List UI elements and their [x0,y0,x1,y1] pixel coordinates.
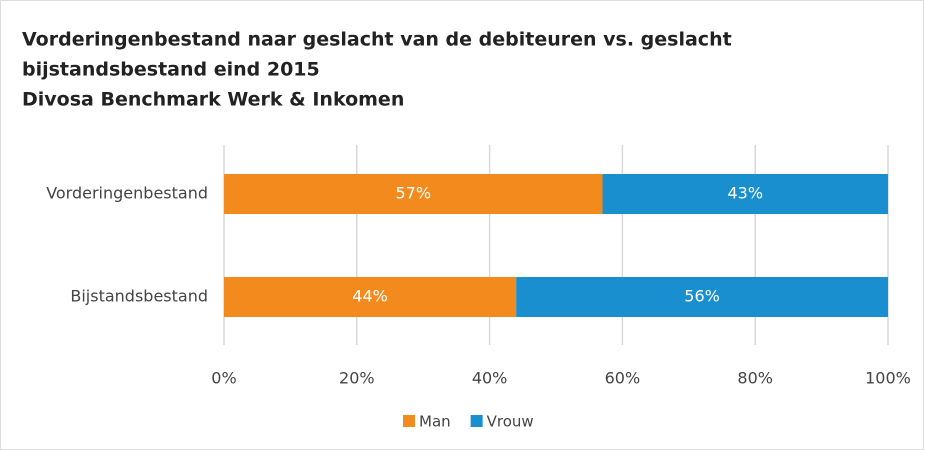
x-tick-label: 60% [605,369,641,388]
chart-title: Vorderingenbestand naar geslacht van de … [22,29,732,51]
x-tick-label: 100% [865,369,911,388]
bar-segment [224,174,603,214]
legend-label: Vrouw [487,413,534,431]
bar-segment [516,277,888,317]
value-label: 57% [395,184,431,203]
legend-swatch [470,415,483,427]
value-label: 43% [727,184,763,203]
x-tick-label: 80% [737,369,773,388]
legend-swatch [403,415,415,427]
x-tick-label: 40% [472,369,508,388]
chart-title: Divosa Benchmark Werk & Inkomen [22,89,404,111]
value-label: 56% [684,287,720,306]
x-tick-label: 0% [211,369,236,388]
y-tick-label: Bijstandsbestand [70,287,208,306]
chart-title: bijstandsbestand eind 2015 [22,59,320,81]
y-tick-label: Vorderingenbestand [46,184,208,203]
bar-segment [224,277,517,317]
legend-label: Man [419,413,451,431]
bar-segment [602,174,888,214]
x-tick-label: 20% [339,369,375,388]
value-label: 44% [352,287,388,306]
